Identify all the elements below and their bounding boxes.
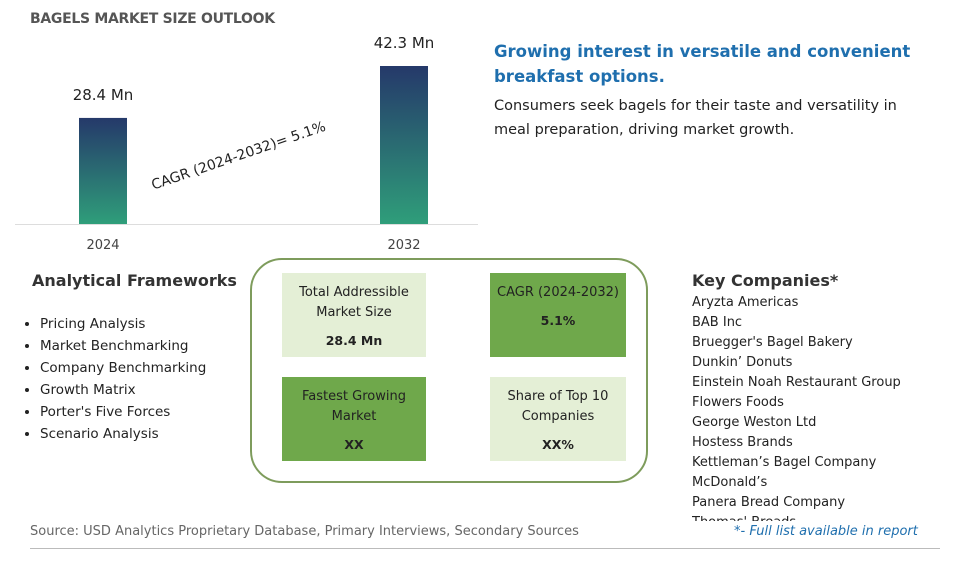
metric-value: 28.4 Mn <box>325 333 383 348</box>
value-label: 42.3 Mn <box>374 34 435 52</box>
metric-card: Share of Top 10 Companies XX% <box>490 377 626 461</box>
metric-label: Fastest Growing Market <box>302 389 406 424</box>
company-item: George Weston Ltd <box>692 415 817 430</box>
company-item: Aryzta Americas <box>692 295 799 310</box>
company-item: McDonald’s <box>692 475 768 490</box>
company-item: BAB Inc <box>692 315 743 330</box>
bar <box>79 117 127 224</box>
cagr-annotation: CAGR (2024-2032)= 5.1% <box>150 119 328 194</box>
company-item: Kettleman’s Bagel Company <box>692 455 877 470</box>
company-item: Flowers Foods <box>692 395 784 410</box>
framework-item: Growth Matrix <box>40 379 206 401</box>
chart: CAGR (2024-2032)= 5.1% 28.4 Mn 2024 42.3 M… <box>15 34 478 253</box>
metric-value: XX <box>344 437 364 452</box>
source: Source: USD Analytics Proprietary Databa… <box>30 524 579 539</box>
company-item: Dunkin’ Donuts <box>692 355 793 370</box>
metric-value: 5.1% <box>540 313 576 328</box>
metric-value: XX% <box>542 437 574 452</box>
companies-title: Key Companies* <box>692 271 839 290</box>
framework-item: Porter's Five Forces <box>40 401 206 423</box>
framework-item: Market Benchmarking <box>40 335 206 357</box>
companies-list: Aryzta Americas BAB Inc Bruegger's Bagel B… <box>692 293 962 521</box>
bar <box>380 66 428 224</box>
framework-item: Company Benchmarking <box>40 357 206 379</box>
company-item: Panera Bread Company <box>692 495 846 510</box>
footnote: *- Full list available in report <box>734 524 918 539</box>
metric-card: Total Addressible Market Size 28.4 Mn <box>282 273 426 357</box>
frameworks-title: Analytical Frameworks <box>32 271 237 290</box>
company-item: Bruegger's Bagel Bakery <box>692 335 853 350</box>
highlight-title: Growing interest in versatile and conven… <box>494 42 911 86</box>
metric-label: Total Addressible Market Size <box>299 285 409 320</box>
x-tick-label: 2032 <box>387 238 420 253</box>
frameworks-list: Pricing AnalysisMarket BenchmarkingCompa… <box>22 313 206 445</box>
divider <box>30 548 940 549</box>
metrics-panel: Total Addressible Market Size 28.4 Mn CAG… <box>250 258 648 483</box>
metric-label: CAGR (2024-2032) <box>497 285 619 300</box>
page-title: BAGELS MARKET SIZE OUTLOOK <box>30 11 275 27</box>
framework-item: Scenario Analysis <box>40 423 206 445</box>
companies-clip: Aryzta Americas BAB Inc Bruegger's Bagel B… <box>692 293 962 521</box>
x-tick-label: 2024 <box>86 238 119 253</box>
highlight-text: Consumers seek bagels for their taste an… <box>494 98 897 138</box>
company-item: Thomas' Breads <box>692 513 962 521</box>
company-item: Einstein Noah Restaurant Group <box>692 375 901 390</box>
framework-item: Pricing Analysis <box>40 313 206 335</box>
value-label: 28.4 Mn <box>73 86 134 104</box>
metric-label: Share of Top 10 Companies <box>507 389 609 424</box>
company-item: Hostess Brands <box>692 435 793 450</box>
metric-card: Fastest Growing Market XX <box>282 377 426 461</box>
metric-card: CAGR (2024-2032) 5.1% <box>490 273 626 357</box>
